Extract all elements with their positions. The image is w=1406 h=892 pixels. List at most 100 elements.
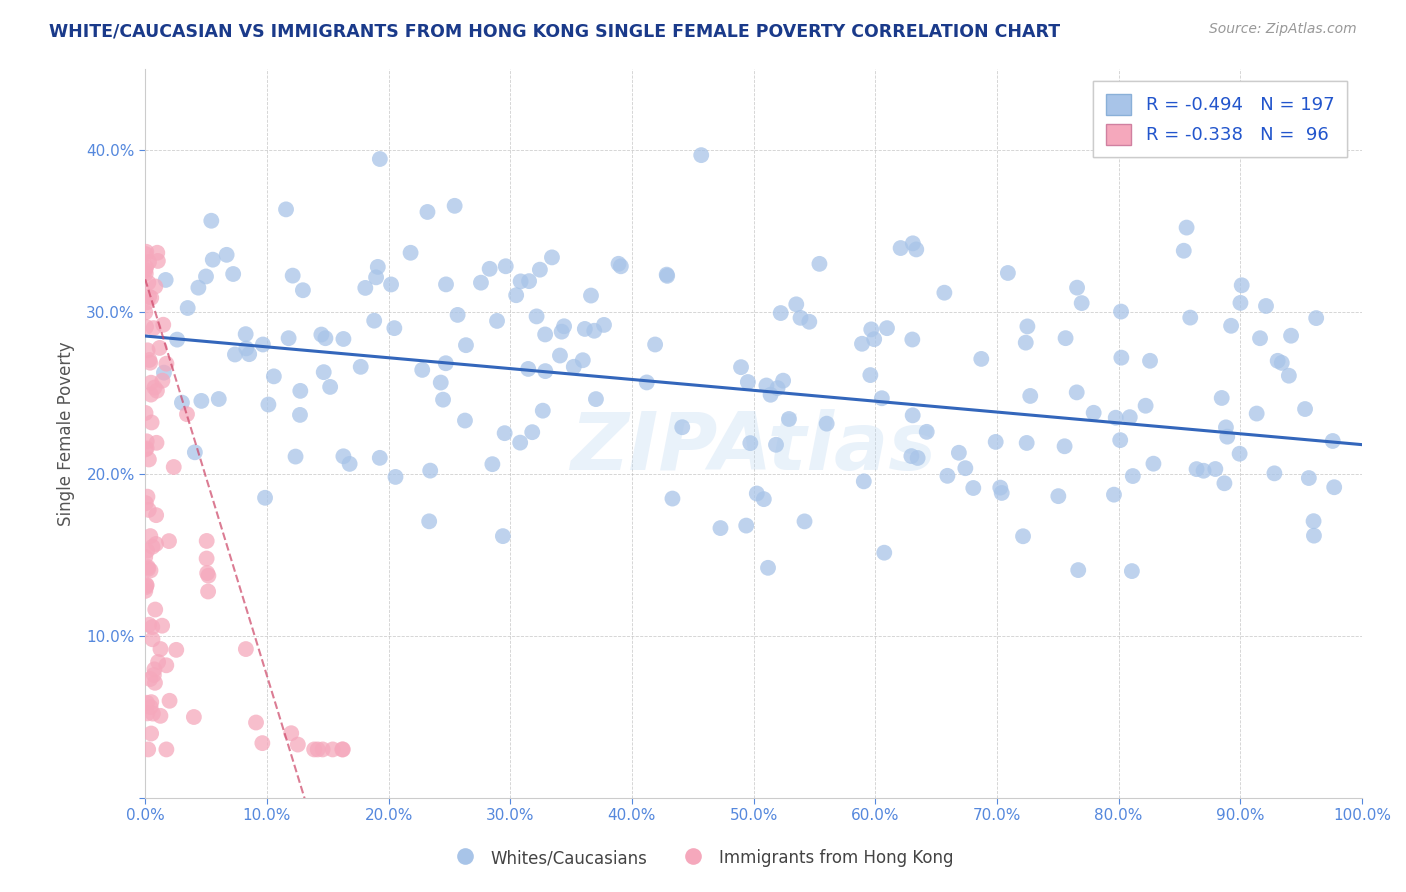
Point (541, 251, 564, 265)
Point (238, 347, 260, 361)
Point (135, 260, 157, 275)
Point (478, 261, 501, 276)
Point (759, 388, 782, 402)
Point (1303, 529, 1326, 543)
Point (142, 668, 165, 682)
Point (165, 643, 187, 657)
Point (155, 658, 177, 673)
Point (486, 314, 509, 328)
Point (235, 327, 257, 342)
Point (1298, 471, 1320, 485)
Point (901, 236, 924, 251)
Point (572, 353, 595, 368)
Point (432, 392, 454, 407)
Point (138, 452, 160, 467)
Point (1192, 464, 1215, 478)
Point (411, 363, 433, 377)
Point (1142, 457, 1164, 471)
Point (901, 409, 924, 423)
Point (785, 297, 807, 311)
Point (143, 602, 166, 616)
Point (215, 248, 238, 262)
Point (936, 468, 959, 483)
Point (384, 470, 406, 484)
Point (163, 460, 186, 475)
Point (1054, 331, 1077, 345)
Point (138, 290, 160, 304)
Point (574, 322, 596, 336)
Point (135, 244, 157, 259)
Point (859, 368, 882, 382)
Point (1135, 399, 1157, 413)
Point (280, 726, 302, 740)
Point (312, 365, 335, 379)
Point (166, 333, 188, 347)
Point (146, 245, 169, 260)
Point (756, 561, 779, 575)
Point (195, 551, 218, 566)
Point (737, 375, 759, 389)
Point (443, 199, 465, 213)
Point (311, 327, 333, 342)
Point (870, 391, 893, 405)
Point (302, 742, 325, 756)
Point (139, 700, 162, 714)
Point (134, 442, 156, 457)
Point (1015, 436, 1038, 450)
Point (429, 376, 451, 390)
Text: ZIPAtlas: ZIPAtlas (571, 409, 936, 487)
Point (905, 243, 928, 257)
Point (593, 318, 616, 332)
Point (970, 351, 993, 366)
Point (134, 263, 156, 277)
Point (138, 255, 160, 269)
Point (135, 580, 157, 594)
Point (145, 435, 167, 450)
Point (290, 384, 312, 398)
Point (1066, 385, 1088, 400)
Point (257, 398, 280, 412)
Point (1109, 304, 1132, 318)
Point (146, 254, 169, 268)
Text: Source: ZipAtlas.com: Source: ZipAtlas.com (1209, 22, 1357, 37)
Point (607, 257, 630, 271)
Point (548, 349, 571, 363)
Point (583, 324, 606, 338)
Point (195, 566, 218, 580)
Point (997, 266, 1019, 280)
Point (1067, 563, 1090, 577)
Point (143, 279, 166, 293)
Point (136, 543, 159, 558)
Point (135, 295, 157, 310)
Point (1246, 407, 1268, 421)
Point (553, 319, 575, 334)
Point (1211, 391, 1233, 405)
Point (1012, 529, 1035, 543)
Point (136, 560, 159, 574)
Point (585, 392, 607, 406)
Point (135, 319, 157, 334)
Point (907, 450, 929, 465)
Point (319, 380, 342, 394)
Point (141, 416, 163, 430)
Point (915, 425, 938, 439)
Point (1294, 402, 1316, 417)
Point (354, 281, 377, 295)
Point (208, 392, 231, 406)
Point (808, 257, 831, 271)
Point (1175, 220, 1198, 235)
Point (765, 438, 787, 452)
Point (367, 260, 389, 274)
Point (139, 529, 162, 543)
Point (291, 283, 314, 297)
Point (155, 357, 177, 371)
Point (863, 332, 886, 346)
Point (139, 726, 162, 740)
Point (988, 481, 1011, 495)
Point (492, 529, 515, 543)
Point (139, 563, 162, 577)
Point (143, 662, 166, 676)
Point (657, 268, 679, 283)
Point (962, 481, 984, 495)
Point (170, 395, 193, 409)
